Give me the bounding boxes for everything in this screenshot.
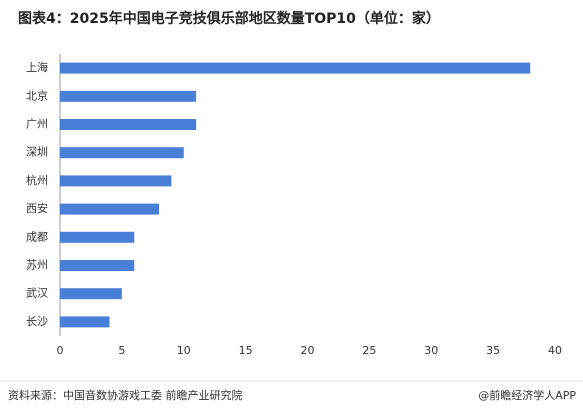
x-tick-label: 30 — [424, 344, 438, 357]
bar — [60, 175, 172, 187]
y-tick-label: 杭州 — [26, 173, 48, 187]
bar — [60, 260, 135, 271]
x-tick-label: 0 — [57, 344, 64, 357]
x-tick-label: 15 — [239, 344, 253, 357]
bar — [60, 231, 135, 243]
source: 资料来源：中国音数协游戏工委 前瞻产业研究院 — [8, 388, 243, 402]
bar — [60, 203, 159, 215]
x-tick-label: 35 — [486, 344, 500, 357]
x-tick-label: 25 — [362, 344, 376, 357]
bar — [60, 119, 197, 130]
bar — [60, 316, 110, 328]
y-tick-label: 北京 — [26, 88, 48, 102]
bar — [60, 62, 531, 74]
x-tick-label: 10 — [177, 344, 191, 357]
credit: @前瞻经济学人APP — [478, 388, 576, 402]
x-tick-label: 20 — [301, 344, 315, 357]
y-tick-label: 成都 — [26, 230, 48, 243]
x-tick-label: 40 — [548, 344, 562, 357]
y-tick-label: 广州 — [26, 118, 48, 131]
y-tick-label: 上海 — [26, 60, 48, 74]
y-tick-label: 长沙 — [26, 315, 48, 328]
bar — [60, 90, 197, 102]
y-tick-label: 武汉 — [26, 287, 48, 300]
y-tick-label: 深圳 — [26, 146, 48, 159]
chart-title: 图表4：2025年中国电子竞技俱乐部地区数量TOP10（单位：家） — [18, 10, 440, 27]
bar — [60, 147, 184, 159]
bar — [60, 288, 122, 300]
x-tick-label: 5 — [118, 344, 125, 357]
y-tick-label: 苏州 — [26, 259, 48, 272]
y-tick-label: 西安 — [26, 201, 48, 215]
